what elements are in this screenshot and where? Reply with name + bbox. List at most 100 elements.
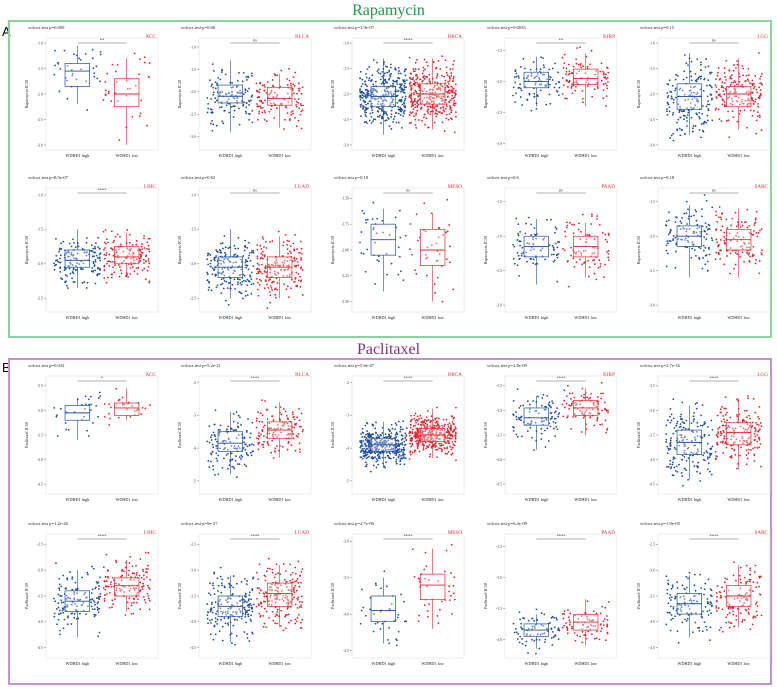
data-point: [236, 97, 239, 99]
data-point: [421, 100, 424, 102]
data-point: [754, 74, 757, 77]
data-point: [591, 215, 593, 218]
y-tick-label: -2.5: [37, 543, 43, 547]
data-point: [573, 396, 576, 399]
data-point: [687, 208, 689, 211]
data-point: [703, 194, 706, 196]
data-point: [395, 462, 398, 465]
data-point: [517, 87, 520, 89]
data-point: [667, 233, 670, 236]
data-point: [603, 77, 606, 79]
y-axis-label: Paclitaxel IC50: [24, 422, 29, 448]
data-point: [425, 61, 428, 64]
data-point: [98, 247, 101, 250]
data-point: [394, 422, 397, 425]
y-tick-label: -1.0: [190, 45, 196, 49]
data-point: [453, 131, 456, 134]
data-point: [94, 247, 97, 250]
data-point: [94, 603, 96, 606]
data-point: [604, 419, 607, 422]
y-tick-label: -2.5: [37, 118, 43, 122]
data-point: [670, 419, 673, 422]
data-point: [97, 246, 100, 249]
data-point: [590, 49, 593, 52]
data-point: [62, 611, 65, 614]
data-point: [581, 263, 583, 266]
data-point: [723, 407, 726, 410]
data-point: [582, 65, 585, 68]
data-point: [449, 68, 452, 71]
data-point: [361, 108, 364, 110]
pvalue-label: wilcox.test p=1.2e-26: [28, 521, 69, 526]
data-point: [390, 262, 393, 265]
data-point: [387, 93, 390, 96]
data-point: [148, 250, 151, 253]
data-point: [244, 110, 247, 113]
data-point: [759, 92, 762, 95]
data-point: [690, 79, 693, 82]
data-point: [700, 136, 702, 139]
data-point: [389, 436, 392, 439]
data-point: [257, 118, 259, 121]
data-point: [424, 422, 427, 425]
data-point: [395, 458, 398, 461]
data-point: [760, 72, 763, 75]
data-point: [420, 417, 423, 420]
data-point: [754, 262, 757, 265]
data-point: [60, 242, 63, 245]
data-point: [366, 432, 369, 435]
data-point: [544, 405, 547, 408]
data-point: [113, 271, 116, 274]
data-point: [446, 429, 449, 432]
data-point: [518, 407, 521, 409]
data-point: [249, 259, 252, 262]
data-point: [251, 250, 253, 252]
data-point: [414, 70, 416, 72]
data-point: [375, 421, 377, 424]
data-point: [249, 436, 251, 439]
data-point: [546, 78, 549, 80]
data-point: [403, 70, 406, 73]
data-point: [108, 412, 110, 415]
cancer-label: ACC: [145, 372, 156, 378]
data-point: [450, 85, 453, 88]
data-point: [668, 240, 671, 242]
data-point: [569, 221, 571, 224]
data-point: [411, 103, 414, 106]
data-point: [392, 79, 395, 82]
data-point: [593, 272, 596, 275]
data-point: [372, 118, 375, 121]
data-point: [399, 114, 402, 116]
data-point: [258, 112, 260, 115]
data-point: [566, 416, 569, 419]
y-tick-label: -1.5: [343, 67, 349, 71]
data-point: [138, 73, 140, 76]
data-point: [435, 109, 437, 111]
y-tick-label: -1.0: [343, 41, 349, 45]
data-point: [455, 459, 457, 462]
data-point: [706, 114, 709, 117]
y-tick-label: -2.0: [649, 235, 655, 239]
data-point: [240, 283, 243, 286]
data-point: [574, 89, 577, 92]
data-point: [296, 416, 299, 419]
data-point: [444, 423, 446, 426]
data-point: [245, 112, 248, 115]
data-point: [716, 436, 719, 439]
data-point: [680, 222, 683, 224]
data-point: [365, 120, 367, 123]
data-point: [427, 126, 430, 129]
data-point: [297, 279, 300, 282]
data-point: [258, 264, 260, 266]
significance-mark: ****: [98, 534, 107, 539]
data-point: [515, 72, 518, 75]
plot-area: [45, 533, 159, 659]
data-point: [692, 415, 695, 418]
data-point: [716, 455, 718, 458]
data-point: [515, 92, 517, 95]
data-point: [61, 278, 64, 281]
data-point: [108, 423, 111, 426]
data-point: [441, 98, 444, 100]
data-point: [548, 78, 551, 81]
data-point: [378, 107, 381, 110]
